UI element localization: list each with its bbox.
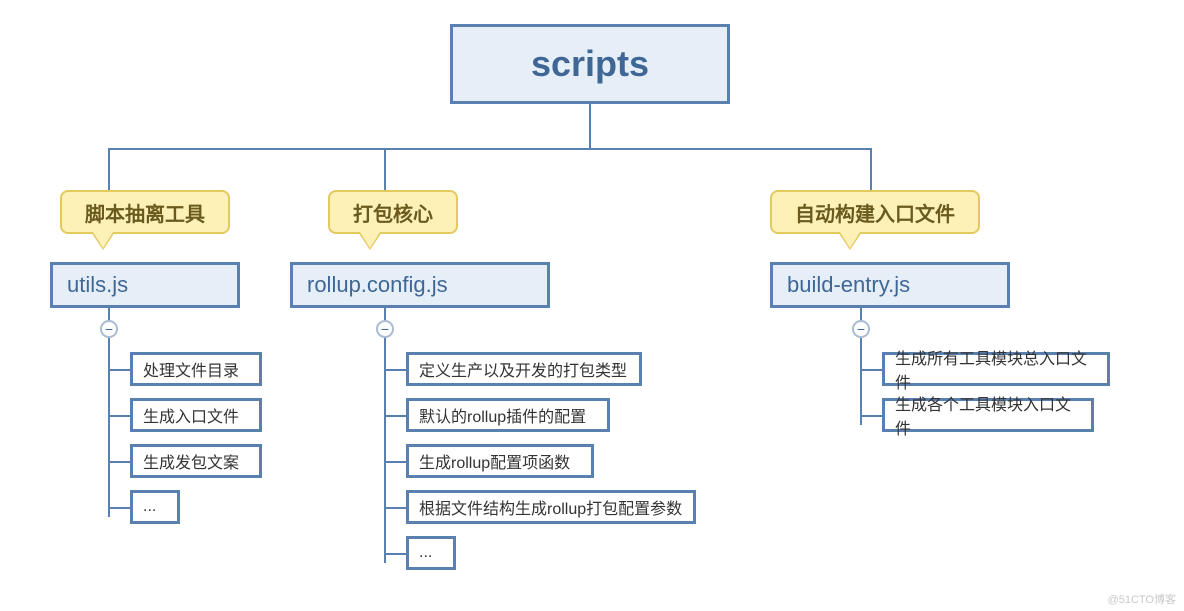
detail-item: 生成入口文件: [130, 398, 262, 432]
root-node: scripts: [450, 24, 730, 104]
connector-line: [384, 148, 386, 190]
connector-line: [108, 148, 110, 190]
connector-line: [384, 553, 406, 555]
watermark: @51CTO博客: [1108, 591, 1176, 607]
detail-item-label: 定义生产以及开发的打包类型: [419, 357, 627, 381]
detail-item: 生成所有工具模块总入口文件: [882, 352, 1110, 386]
root-label: scripts: [531, 43, 649, 85]
branch-tooltip-label: 打包核心: [353, 198, 433, 227]
tooltip-tail: [93, 232, 113, 248]
connector-line: [108, 308, 110, 517]
detail-item-label: 生成rollup配置项函数: [419, 449, 570, 473]
file-node-label: build-entry.js: [787, 272, 910, 298]
connector-line: [589, 104, 591, 148]
connector-line: [108, 148, 872, 150]
connector-line: [384, 308, 386, 563]
detail-item-label: ...: [419, 544, 432, 562]
connector-line: [384, 415, 406, 417]
detail-item-label: 生成入口文件: [143, 403, 239, 427]
detail-item: ...: [130, 490, 180, 524]
file-node: build-entry.js: [770, 262, 1010, 308]
collapse-icon[interactable]: −: [100, 320, 118, 338]
detail-item: 处理文件目录: [130, 352, 262, 386]
file-node: utils.js: [50, 262, 240, 308]
detail-item-label: 生成所有工具模块总入口文件: [895, 345, 1097, 393]
collapse-icon[interactable]: −: [376, 320, 394, 338]
tooltip-tail: [360, 232, 380, 248]
branch-tooltip-label: 脚本抽离工具: [85, 198, 205, 227]
detail-item-label: 生成发包文案: [143, 449, 239, 473]
connector-line: [108, 369, 130, 371]
branch-tooltip-label: 自动构建入口文件: [795, 198, 955, 227]
collapse-icon[interactable]: −: [852, 320, 870, 338]
connector-line: [384, 369, 406, 371]
detail-item-label: ...: [143, 498, 156, 516]
file-node-label: rollup.config.js: [307, 272, 448, 298]
detail-item: 根据文件结构生成rollup打包配置参数: [406, 490, 696, 524]
file-node-label: utils.js: [67, 272, 128, 298]
detail-item-label: 生成各个工具模块入口文件: [895, 391, 1081, 439]
connector-line: [108, 507, 130, 509]
connector-line: [860, 415, 882, 417]
detail-item-label: 默认的rollup插件的配置: [419, 403, 586, 427]
detail-item: 生成各个工具模块入口文件: [882, 398, 1094, 432]
detail-item: ...: [406, 536, 456, 570]
detail-item: 定义生产以及开发的打包类型: [406, 352, 642, 386]
connector-line: [384, 461, 406, 463]
file-node: rollup.config.js: [290, 262, 550, 308]
detail-item: 生成发包文案: [130, 444, 262, 478]
connector-line: [860, 369, 882, 371]
connector-line: [108, 461, 130, 463]
detail-item: 生成rollup配置项函数: [406, 444, 594, 478]
detail-item-label: 处理文件目录: [143, 357, 239, 381]
branch-tooltip: 脚本抽离工具: [60, 190, 230, 234]
tooltip-tail: [840, 232, 860, 248]
detail-item-label: 根据文件结构生成rollup打包配置参数: [419, 495, 682, 519]
branch-tooltip: 自动构建入口文件: [770, 190, 980, 234]
connector-line: [870, 148, 872, 190]
connector-line: [384, 507, 406, 509]
branch-tooltip: 打包核心: [328, 190, 458, 234]
connector-line: [108, 415, 130, 417]
detail-item: 默认的rollup插件的配置: [406, 398, 610, 432]
